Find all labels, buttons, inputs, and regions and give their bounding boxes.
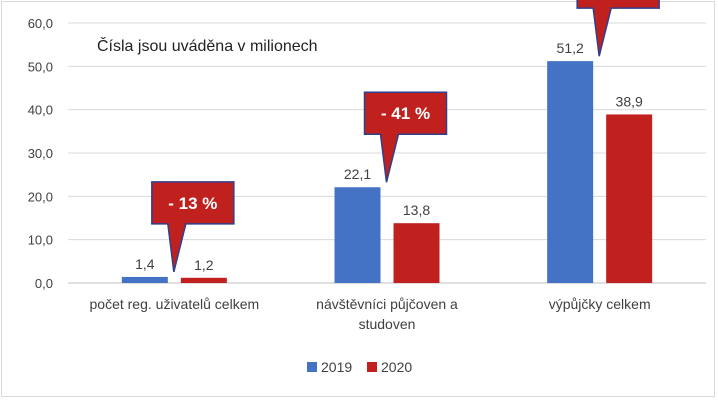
bar-2019-1 (121, 276, 168, 283)
legend-label: 2020 (381, 359, 412, 375)
callout-label: - 13 % (168, 194, 217, 213)
category-label: studoven (359, 316, 416, 332)
category-label: počet reg. uživatelů celkem (90, 296, 260, 312)
callout-box (363, 91, 448, 183)
callouts: - 13 %- 41 %- 24 % (151, 0, 660, 273)
bars: 1,4 1,2 22,1 13,8 51,2 38,9 (121, 40, 653, 284)
chart-note: Čísla jsou uváděna v milionech (97, 36, 318, 55)
bar-2020-3 (606, 114, 653, 283)
data-label: 1,4 (135, 256, 155, 272)
y-tick-label: 50,0 (28, 59, 53, 74)
callout-box (576, 0, 660, 57)
legend-swatch-2020 (367, 362, 377, 372)
y-tick-label: 60,0 (28, 16, 53, 31)
data-label: 13,8 (403, 202, 430, 218)
data-label: 1,2 (194, 257, 214, 273)
legend-swatch-2019 (307, 362, 317, 372)
legend: 2019 2020 (307, 359, 412, 375)
y-axis: 0,0 10,0 20,0 30,0 40,0 50,0 60,0 (28, 16, 53, 291)
bar-2019-3 (547, 61, 594, 284)
x-axis: počet reg. uživatelů celkem návštěvníci p… (90, 296, 651, 332)
y-tick-label: 40,0 (28, 103, 53, 118)
callout-box (151, 181, 235, 273)
y-tick-label: 0,0 (35, 276, 53, 291)
callout-label: - 41 % (381, 104, 430, 123)
bar-2019-2 (334, 187, 381, 283)
data-label: 51,2 (557, 40, 584, 56)
y-tick-label: 20,0 (28, 189, 53, 204)
category-label: návštěvníci půjčoven a (316, 296, 458, 312)
category-label: výpůjčky celkem (549, 296, 651, 312)
bar-2020-1 (180, 277, 227, 283)
y-tick-label: 30,0 (28, 146, 53, 161)
bar-2020-2 (393, 223, 440, 283)
y-tick-label: 10,0 (28, 233, 53, 248)
legend-label: 2019 (321, 359, 352, 375)
data-label: 22,1 (344, 166, 371, 182)
data-label: 38,9 (616, 93, 643, 109)
